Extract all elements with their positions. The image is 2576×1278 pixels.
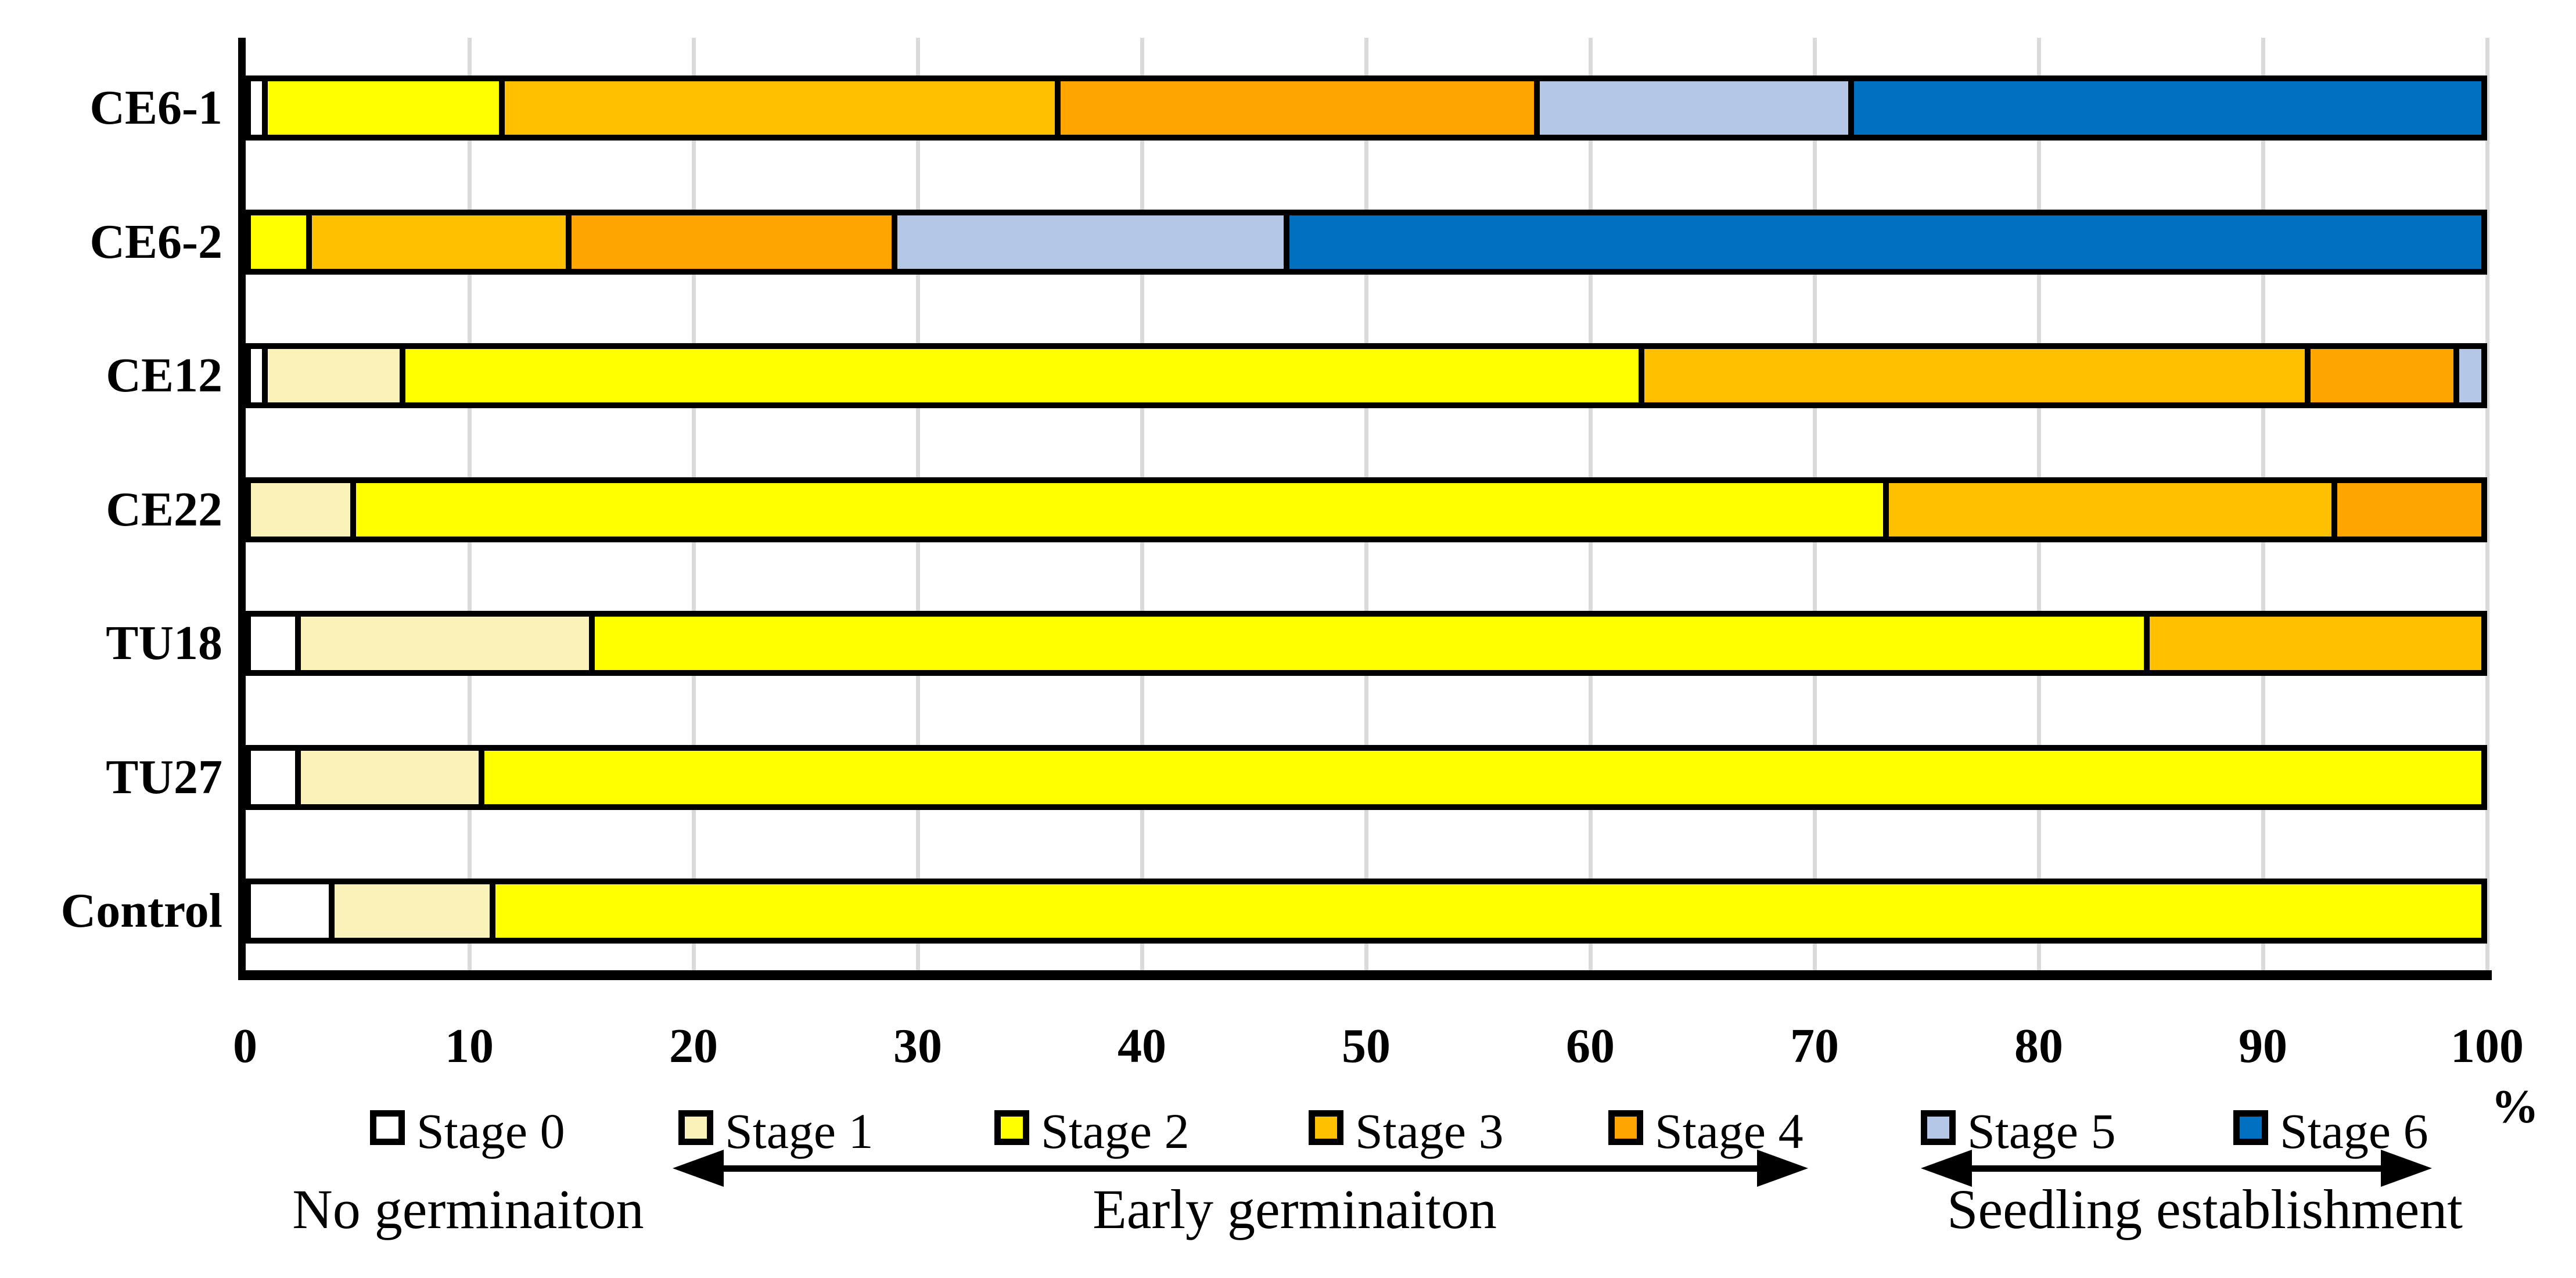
- bar-row-CE12: [245, 343, 2487, 408]
- x-tick-label-90: 90: [2239, 1019, 2287, 1073]
- arrow-line: [707, 1165, 1773, 1172]
- x-axis-line: [238, 970, 2492, 980]
- x-tick-label-60: 60: [1566, 1019, 1615, 1073]
- bar-segment-CE6-1-stage-2: [267, 81, 505, 135]
- x-tick-label-100: 100: [2451, 1019, 2524, 1073]
- bar-segment-CE12-stage-3: [1644, 349, 2311, 402]
- legend-swatch-stage-6-icon: [2233, 1110, 2268, 1145]
- x-tick-label-30: 30: [893, 1019, 942, 1073]
- bar-segment-CE22-stage-1: [251, 483, 357, 537]
- bar-segment-TU27-stage-2: [484, 750, 2481, 804]
- bar-segment-Control-stage-1: [334, 884, 496, 938]
- bar-segment-TU18-stage-3: [2149, 617, 2481, 670]
- bar-segment-CE6-1-stage-0: [251, 81, 268, 135]
- bar-row-TU18: [245, 611, 2487, 676]
- bar-segment-Control-stage-2: [495, 884, 2482, 938]
- x-tick-label-0: 0: [233, 1019, 257, 1073]
- bar-segment-CE6-2-stage-3: [312, 215, 572, 269]
- legend-swatch-stage-0-icon: [370, 1110, 405, 1145]
- bar-row-CE6-2: [245, 209, 2487, 275]
- gridline-100: [2485, 38, 2489, 970]
- bar-segment-CE6-2-stage-5: [897, 215, 1289, 269]
- bar-row-TU27: [245, 744, 2487, 810]
- x-tick-label-40: 40: [1118, 1019, 1166, 1073]
- legend-swatch-stage-2-icon: [994, 1110, 1029, 1145]
- bar-segment-CE12-stage-0: [251, 349, 268, 402]
- bar-segment-CE12-stage-5: [2459, 349, 2482, 402]
- bar-segment-CE6-1-stage-6: [1853, 81, 2481, 135]
- bar-segment-CE12-stage-2: [405, 349, 1644, 402]
- arrow-right-icon: [2381, 1150, 2432, 1187]
- y-axis-label-CE12: CE12: [106, 348, 222, 402]
- x-tick-label-20: 20: [669, 1019, 718, 1073]
- y-axis-label-CE6-1: CE6-1: [89, 81, 222, 135]
- annotation-early-germination: Early germinaiton: [1093, 1178, 1497, 1240]
- bar-segment-CE6-1-stage-4: [1061, 81, 1540, 135]
- bar-row-CE22: [245, 477, 2487, 542]
- x-axis-unit-label: %: [2491, 1080, 2539, 1133]
- bar-segment-TU27-stage-0: [251, 750, 301, 804]
- legend-swatch-stage-1-icon: [678, 1110, 713, 1145]
- y-axis-line: [238, 38, 246, 980]
- x-tick-label-70: 70: [1790, 1019, 1839, 1073]
- bar-segment-TU18-stage-0: [251, 617, 301, 670]
- seedling-establishment-arrow: [1921, 1143, 2432, 1194]
- arrow-right-icon: [1757, 1150, 1808, 1187]
- legend-label: Stage 5: [1967, 1103, 2116, 1159]
- bar-segment-CE22-stage-2: [356, 483, 1889, 537]
- bar-segment-CE12-stage-4: [2310, 349, 2460, 402]
- bar-segment-CE6-1-stage-5: [1540, 81, 1854, 135]
- bar-row-CE6-1: [245, 75, 2487, 141]
- bar-segment-CE12-stage-1: [267, 349, 406, 402]
- legend-swatch-stage-4-icon: [1608, 1110, 1643, 1145]
- legend-swatch-stage-5-icon: [1921, 1110, 1956, 1145]
- bar-segment-Control-stage-0: [251, 884, 335, 938]
- x-tick-label-50: 50: [1342, 1019, 1391, 1073]
- annotation-seedling-establishment: Seedling establishment: [1947, 1178, 2463, 1240]
- y-axis-label-CE6-2: CE6-2: [89, 214, 222, 269]
- annotation-no-germination: No germinaiton: [292, 1178, 644, 1240]
- arrow-line: [1956, 1165, 2397, 1172]
- bar-segment-CE6-1-stage-3: [504, 81, 1061, 135]
- bar-segment-CE6-2-stage-6: [1289, 215, 2481, 269]
- legend-label: Stage 1: [725, 1103, 874, 1159]
- y-axis-label-TU27: TU27: [106, 750, 222, 804]
- y-axis-label-Control: Control: [60, 884, 222, 938]
- bar-segment-TU27-stage-1: [301, 750, 484, 804]
- early-germination-arrow: [673, 1143, 1808, 1194]
- y-axis-label-CE22: CE22: [106, 482, 222, 537]
- x-tick-label-80: 80: [2014, 1019, 2063, 1073]
- bar-segment-TU18-stage-1: [301, 617, 595, 670]
- bar-segment-TU18-stage-2: [594, 617, 2150, 670]
- y-axis-label-TU18: TU18: [106, 616, 222, 670]
- legend-label: Stage 0: [416, 1103, 565, 1159]
- x-tick-label-10: 10: [445, 1019, 494, 1073]
- legend-swatch-stage-3-icon: [1309, 1110, 1343, 1145]
- bar-segment-CE22-stage-3: [1889, 483, 2338, 537]
- bar-segment-CE6-2-stage-4: [572, 215, 897, 269]
- legend-label: Stage 3: [1355, 1103, 1504, 1159]
- legend-label: Stage 2: [1041, 1103, 1190, 1159]
- bar-segment-CE6-2-stage-2: [251, 215, 312, 269]
- bar-row-Control: [245, 879, 2487, 944]
- bar-segment-CE22-stage-4: [2337, 483, 2482, 537]
